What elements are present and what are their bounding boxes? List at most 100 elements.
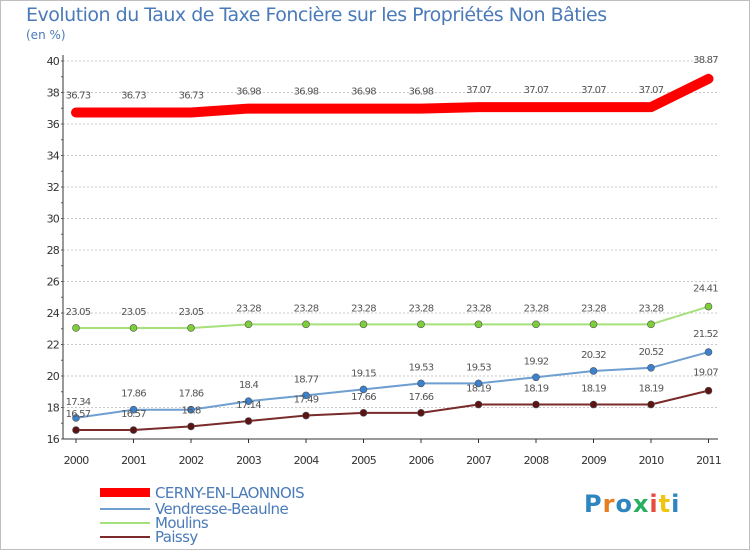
y-axis-unit: (en %) xyxy=(26,28,66,42)
y-tick-label: 34 xyxy=(47,150,60,163)
series-line xyxy=(75,351,710,419)
data-label: 23.28 xyxy=(294,303,319,314)
legend-swatch-vendresse xyxy=(100,508,150,510)
proxiti-logo: Proxiti xyxy=(584,490,680,518)
data-label: 23.28 xyxy=(466,303,491,314)
chart-title: Evolution du Taux de Taxe Foncière sur l… xyxy=(26,4,607,26)
data-point xyxy=(417,379,425,388)
data-point xyxy=(129,405,138,414)
data-label: 16.8 xyxy=(181,405,201,416)
data-point xyxy=(302,320,310,329)
data-label: 36.73 xyxy=(66,91,91,102)
data-point xyxy=(244,397,253,406)
legend-label-cerny: CERNY-EN-LAONNOIS xyxy=(155,484,305,502)
legend-label-paissy: Paissy xyxy=(155,528,198,546)
data-label: 19.15 xyxy=(351,368,376,379)
legend-swatch-cerny xyxy=(100,488,150,497)
data-label: 23.28 xyxy=(581,303,606,314)
logo-letter: i xyxy=(671,490,681,518)
data-label: 18.4 xyxy=(239,380,259,391)
logo-letter: i xyxy=(649,490,659,518)
x-tick-label: 2001 xyxy=(121,454,146,467)
data-label: 17.66 xyxy=(351,392,376,403)
data-point xyxy=(359,409,368,417)
data-label: 17.34 xyxy=(66,397,91,408)
data-label: 18.19 xyxy=(639,384,664,395)
data-label: 23.28 xyxy=(236,303,261,314)
data-point xyxy=(72,414,80,422)
data-point xyxy=(417,409,425,417)
x-tick-label: 2010 xyxy=(639,454,665,467)
data-label: 20.52 xyxy=(639,347,664,358)
data-label: 37.07 xyxy=(466,85,491,96)
data-point xyxy=(187,324,195,332)
data-point xyxy=(359,385,368,394)
y-tick-label: 16 xyxy=(47,433,60,446)
data-label: 19.92 xyxy=(524,356,549,367)
data-label: 17.86 xyxy=(121,389,146,400)
y-tick-label: 36 xyxy=(47,118,60,131)
y-tick-label: 22 xyxy=(47,339,59,352)
data-label: 38.87 xyxy=(693,55,718,66)
legend-label-moulins: Moulins xyxy=(155,514,209,532)
data-point xyxy=(72,324,80,332)
data-point xyxy=(589,320,598,329)
data-label: 20.32 xyxy=(581,350,606,361)
data-point xyxy=(417,320,425,329)
data-label: 18.77 xyxy=(294,374,319,385)
y-tick-label: 26 xyxy=(47,276,60,289)
data-point xyxy=(72,426,80,434)
data-label: 23.05 xyxy=(121,307,146,318)
data-point xyxy=(187,422,195,431)
data-point xyxy=(129,426,138,434)
data-point xyxy=(244,320,253,329)
data-point xyxy=(647,320,655,329)
x-tick-label: 2011 xyxy=(696,454,721,467)
logo-letter: t xyxy=(658,490,672,518)
data-point xyxy=(187,405,195,414)
y-tick-label: 40 xyxy=(47,55,60,68)
series-line xyxy=(75,389,710,432)
legend-label-vendresse: Vendresse-Beaulne xyxy=(155,500,289,518)
x-tick-label: 2007 xyxy=(466,454,492,467)
x-tick-label: 2005 xyxy=(351,454,377,467)
data-point xyxy=(129,324,138,332)
x-tick-label: 2000 xyxy=(64,454,90,467)
x-tick-label: 2003 xyxy=(236,454,262,467)
data-label: 21.52 xyxy=(693,329,718,340)
data-label: 18.19 xyxy=(581,384,606,395)
data-label: 16.57 xyxy=(121,409,146,420)
data-point xyxy=(532,320,540,329)
data-label: 37.07 xyxy=(524,85,549,96)
data-point xyxy=(244,417,253,425)
logo-letter: r xyxy=(602,490,616,518)
y-tick-label: 38 xyxy=(47,87,60,100)
data-label: 37.07 xyxy=(639,85,664,96)
data-point xyxy=(302,411,310,420)
data-point xyxy=(532,400,540,409)
data-point xyxy=(532,373,540,382)
data-point xyxy=(589,400,598,409)
data-label: 17.14 xyxy=(236,400,261,411)
data-point xyxy=(704,386,713,395)
data-point xyxy=(647,364,655,372)
data-point xyxy=(359,320,368,329)
legend-swatch-moulins xyxy=(100,522,150,524)
x-tick-label: 2002 xyxy=(179,454,204,467)
data-label: 36.73 xyxy=(179,91,204,102)
series-line xyxy=(71,73,714,118)
data-point xyxy=(474,400,483,409)
data-label: 19.07 xyxy=(693,368,718,379)
data-label: 18.19 xyxy=(524,384,549,395)
y-tick-label: 18 xyxy=(47,402,60,415)
x-tick-label: 2004 xyxy=(294,454,320,467)
data-label: 23.05 xyxy=(66,307,91,318)
y-tick-label: 28 xyxy=(47,244,60,257)
data-point xyxy=(647,400,655,409)
data-label: 17.66 xyxy=(409,392,434,403)
data-label: 36.98 xyxy=(351,87,376,98)
data-label: 17.49 xyxy=(294,395,319,406)
data-label: 36.98 xyxy=(294,87,319,98)
x-tick-label: 2008 xyxy=(524,454,550,467)
